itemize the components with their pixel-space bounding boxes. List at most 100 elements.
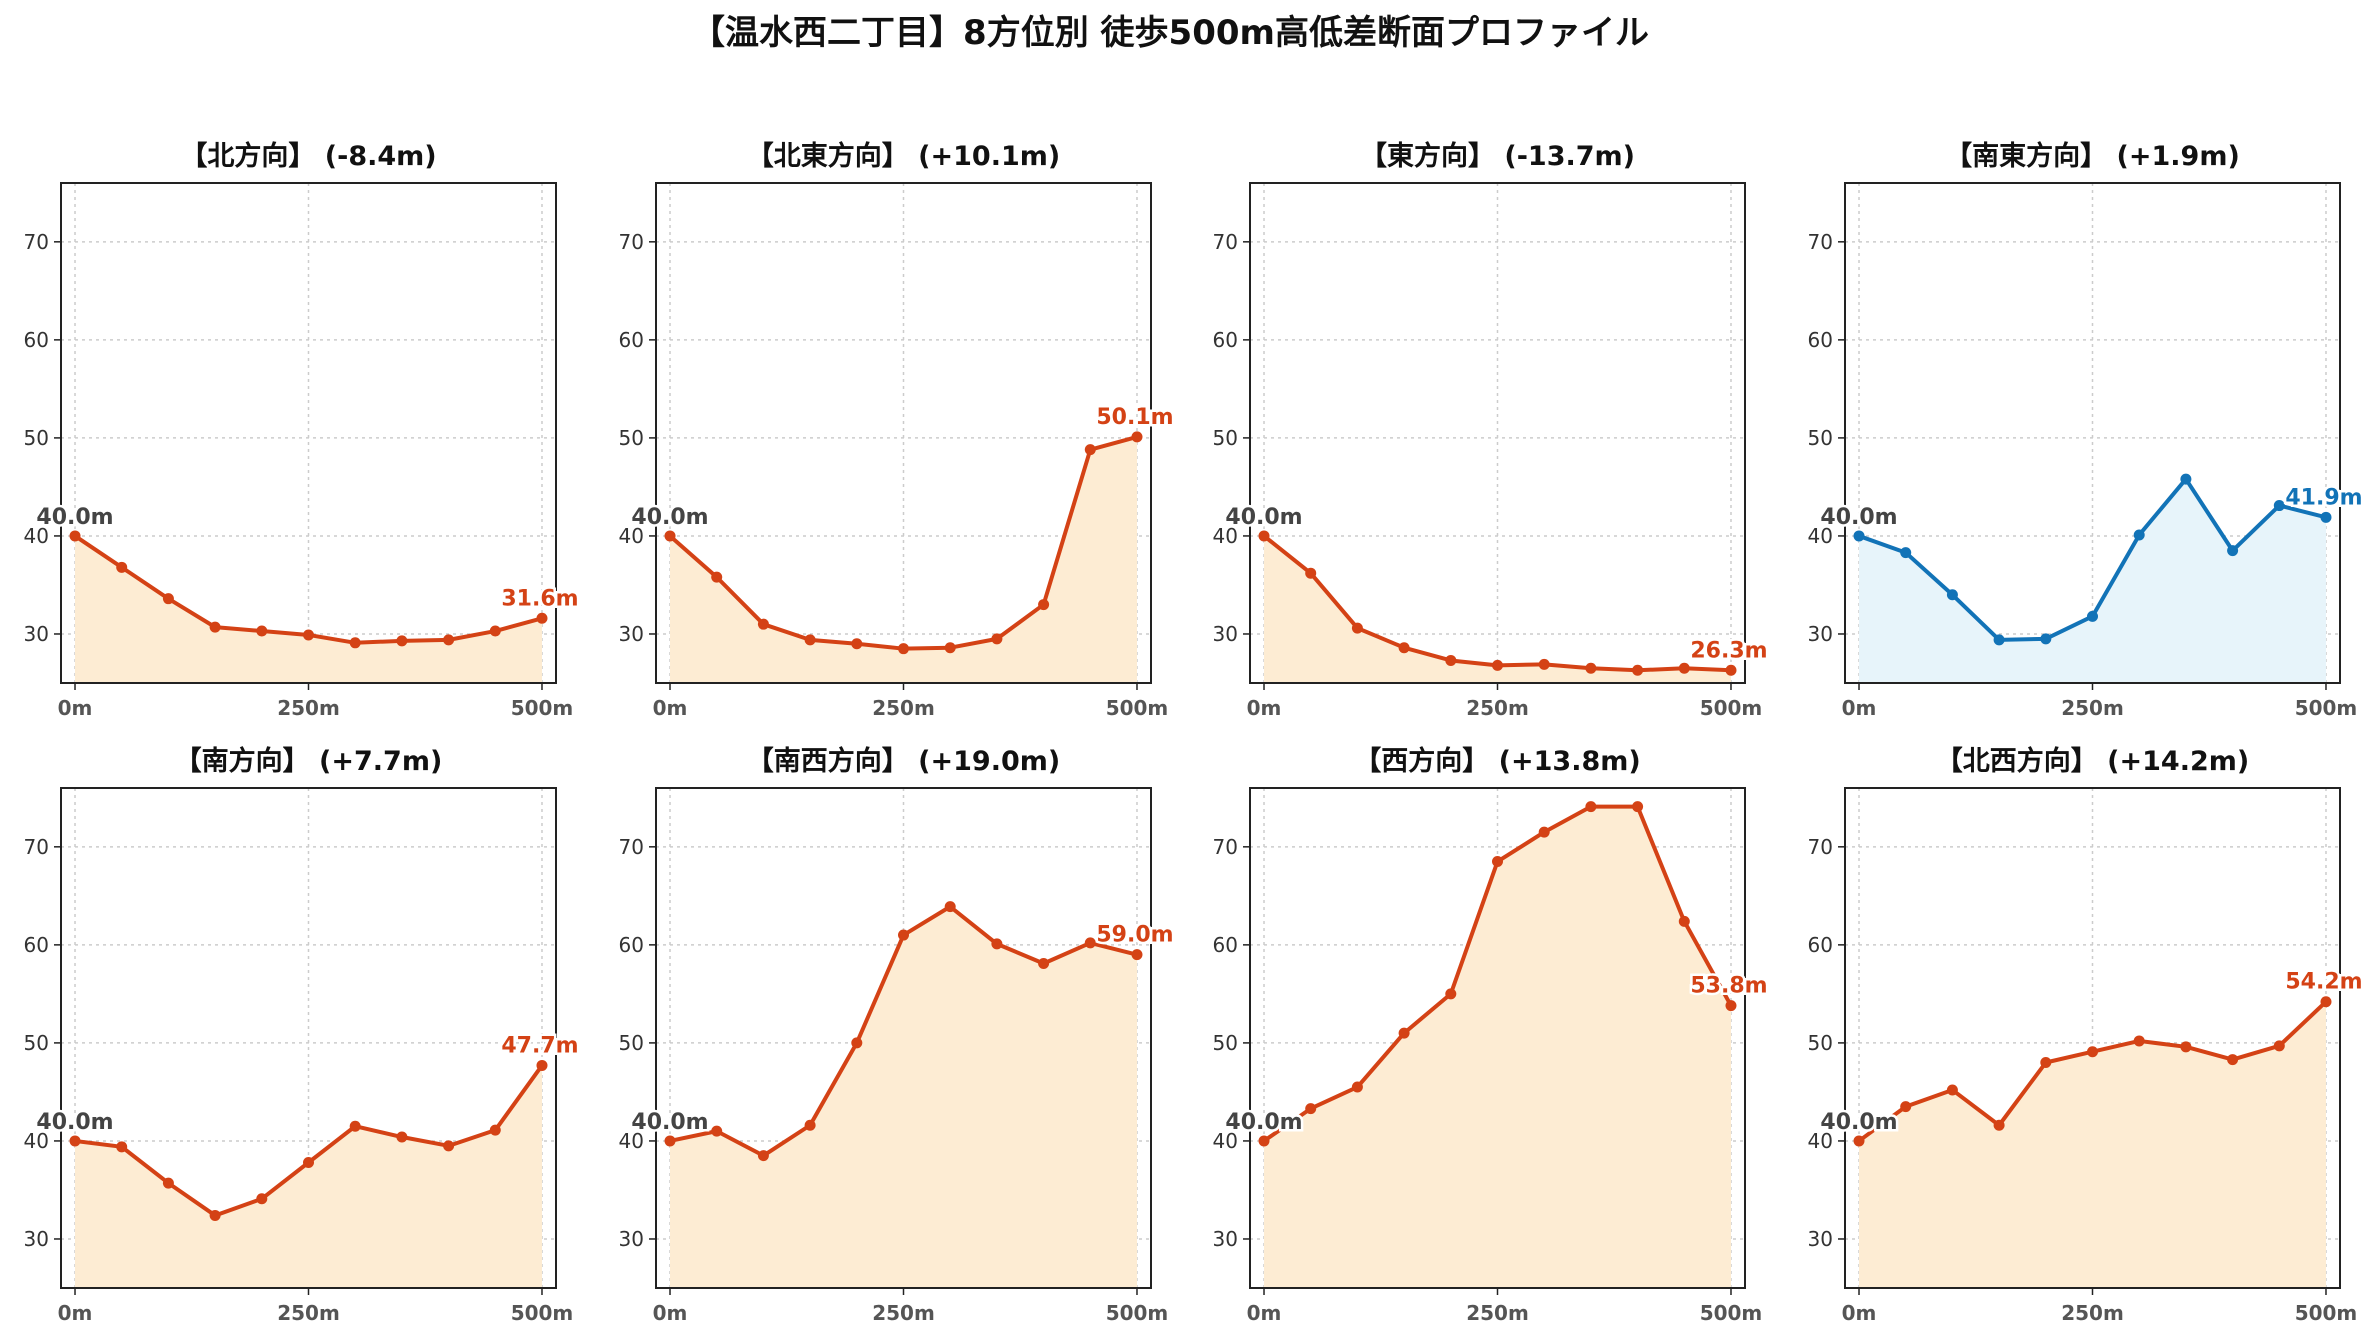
data-point bbox=[991, 938, 1003, 950]
data-point bbox=[1084, 444, 1096, 456]
data-point bbox=[1946, 1084, 1958, 1096]
data-point bbox=[1946, 589, 1958, 601]
y-tick-label: 50 bbox=[619, 1031, 644, 1055]
panel-title: 【北方向】 (-8.4m) bbox=[180, 140, 436, 172]
x-tick-label: 500m bbox=[1700, 1301, 1763, 1325]
x-tick-label: 500m bbox=[1106, 696, 1169, 720]
panel-title: 【北東方向】 (+10.1m) bbox=[747, 140, 1060, 172]
data-point bbox=[443, 1140, 455, 1152]
data-point bbox=[396, 1131, 408, 1143]
y-tick-label: 50 bbox=[1808, 1031, 1833, 1055]
data-point bbox=[1993, 1119, 2005, 1131]
x-tick-label: 500m bbox=[511, 1301, 574, 1325]
data-point bbox=[1084, 937, 1096, 949]
data-point bbox=[1678, 662, 1690, 674]
y-tick-label: 50 bbox=[1213, 1031, 1238, 1055]
y-tick-label: 50 bbox=[1808, 426, 1833, 450]
data-point bbox=[757, 1150, 769, 1162]
y-tick-label: 60 bbox=[24, 328, 49, 352]
y-tick-label: 30 bbox=[1808, 1227, 1833, 1251]
data-point bbox=[536, 612, 548, 624]
x-tick-label: 250m bbox=[872, 1301, 935, 1325]
y-tick-label: 70 bbox=[1808, 835, 1833, 859]
area-fill bbox=[670, 906, 1137, 1288]
end-value-label: 54.2m bbox=[2285, 970, 2362, 995]
data-point bbox=[1398, 1027, 1410, 1039]
end-value-label: 26.3m bbox=[1690, 638, 1767, 663]
x-tick-label: 500m bbox=[1106, 1301, 1169, 1325]
data-point bbox=[536, 1059, 548, 1071]
data-point bbox=[69, 530, 81, 542]
x-tick-label: 0m bbox=[653, 696, 688, 720]
y-tick-label: 30 bbox=[24, 1227, 49, 1251]
y-tick-label: 40 bbox=[1213, 524, 1238, 548]
data-point bbox=[349, 1120, 361, 1132]
x-tick-label: 500m bbox=[511, 696, 574, 720]
y-tick-label: 60 bbox=[1213, 933, 1238, 957]
data-point bbox=[1258, 1135, 1270, 1147]
figure-title: 【温水西二丁目】8方位別 徒歩500m高低差断面プロファイル bbox=[691, 13, 1649, 53]
data-point bbox=[1725, 1000, 1737, 1012]
y-tick-label: 30 bbox=[1213, 1227, 1238, 1251]
data-point bbox=[1258, 530, 1270, 542]
x-tick-label: 500m bbox=[1700, 696, 1763, 720]
data-point bbox=[1038, 599, 1050, 611]
end-value-label: 41.9m bbox=[2285, 485, 2362, 510]
data-point bbox=[898, 929, 909, 941]
start-value-label: 40.0m bbox=[1820, 1110, 1897, 1135]
panel-title: 【南東方向】 (+1.9m) bbox=[1945, 140, 2240, 172]
data-point bbox=[2087, 1046, 2098, 1058]
area-fill bbox=[670, 436, 1137, 683]
x-tick-label: 500m bbox=[2295, 696, 2358, 720]
y-tick-label: 60 bbox=[619, 933, 644, 957]
data-point bbox=[2273, 500, 2285, 512]
data-point bbox=[1131, 431, 1143, 443]
data-point bbox=[2040, 1057, 2052, 1069]
end-value-label: 53.8m bbox=[1690, 974, 1767, 999]
y-tick-label: 60 bbox=[1213, 328, 1238, 352]
data-point bbox=[1038, 957, 1050, 969]
data-point bbox=[209, 621, 221, 633]
data-point bbox=[991, 633, 1003, 645]
panel-title: 【北西方向】 (+14.2m) bbox=[1936, 745, 2249, 777]
y-tick-label: 70 bbox=[619, 230, 644, 254]
x-tick-label: 0m bbox=[1247, 1301, 1282, 1325]
data-point bbox=[944, 642, 956, 654]
data-point bbox=[1305, 1103, 1317, 1115]
end-value-label: 50.1m bbox=[1096, 405, 1173, 430]
panel-title: 【西方向】 (+13.8m) bbox=[1354, 745, 1640, 777]
data-point bbox=[1305, 567, 1317, 579]
data-point bbox=[2180, 473, 2192, 485]
y-tick-label: 30 bbox=[619, 1227, 644, 1251]
area-fill bbox=[75, 1065, 542, 1288]
data-point bbox=[1632, 801, 1644, 813]
y-tick-label: 40 bbox=[24, 524, 49, 548]
x-tick-label: 0m bbox=[58, 696, 93, 720]
data-point bbox=[2180, 1041, 2192, 1053]
y-tick-label: 70 bbox=[24, 835, 49, 859]
area-fill bbox=[1859, 479, 2326, 683]
x-tick-label: 0m bbox=[58, 1301, 93, 1325]
chart-panel: 30 40 50 60 70 0m 250m 500m 【北東方向】 (+10.1m) 40.0m… bbox=[619, 140, 1177, 720]
data-point bbox=[1900, 547, 1912, 559]
area-fill bbox=[1264, 535, 1731, 683]
x-tick-label: 250m bbox=[1466, 696, 1529, 720]
data-point bbox=[1853, 530, 1865, 542]
chart-panel: 30 40 50 60 70 0m 250m 500m 【南東方向】 (+1.9m) 40.0m 4… bbox=[1808, 140, 2366, 720]
x-tick-label: 0m bbox=[1247, 696, 1282, 720]
data-point bbox=[1900, 1101, 1912, 1113]
data-point bbox=[1131, 949, 1143, 961]
y-tick-label: 40 bbox=[619, 524, 644, 548]
start-value-label: 40.0m bbox=[1225, 1110, 1302, 1135]
y-tick-label: 30 bbox=[1213, 622, 1238, 646]
data-point bbox=[1538, 658, 1550, 670]
data-point bbox=[664, 1135, 676, 1147]
y-tick-label: 70 bbox=[619, 835, 644, 859]
data-point bbox=[944, 901, 956, 913]
y-tick-label: 70 bbox=[24, 230, 49, 254]
data-point bbox=[898, 643, 909, 655]
panel-title: 【東方向】 (-13.7m) bbox=[1360, 140, 1635, 172]
x-tick-label: 0m bbox=[1842, 1301, 1877, 1325]
data-point bbox=[209, 1209, 221, 1221]
y-tick-label: 50 bbox=[619, 426, 644, 450]
